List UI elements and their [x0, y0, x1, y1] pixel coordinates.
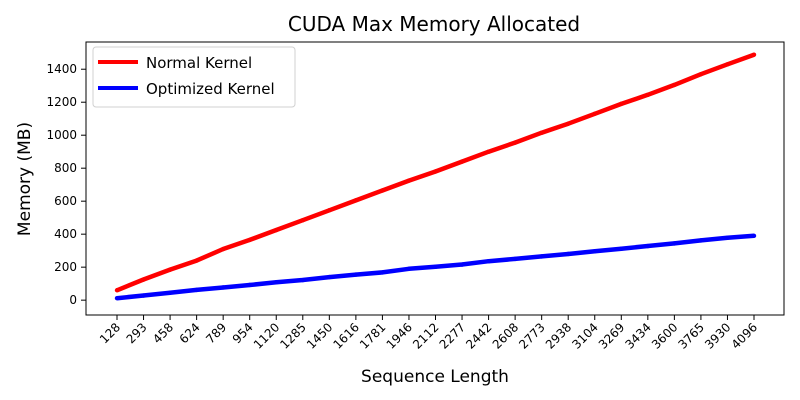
data-point-optimized-kernel — [274, 280, 279, 285]
data-point-normal-kernel — [645, 92, 651, 97]
data-point-normal-kernel — [433, 169, 438, 174]
data-point-normal-kernel — [300, 217, 305, 223]
legend-frame — [92, 46, 296, 108]
data-point-normal-kernel — [539, 130, 544, 135]
data-point-normal-kernel — [592, 111, 597, 116]
y-tick-label: 800 — [54, 161, 77, 175]
y-tick-label: 1400 — [46, 62, 77, 76]
data-point-optimized-kernel — [247, 282, 252, 288]
data-point-optimized-kernel — [698, 238, 704, 243]
data-point-optimized-kernel — [751, 233, 757, 239]
data-point-optimized-kernel — [141, 293, 146, 298]
legend-label-optimized-kernel: Optimized Kernel — [146, 80, 275, 98]
data-point-normal-kernel — [406, 178, 412, 183]
data-point-normal-kernel — [194, 258, 199, 263]
data-point-normal-kernel — [566, 121, 571, 126]
data-point-optimized-kernel — [433, 264, 438, 270]
data-point-optimized-kernel — [353, 272, 359, 277]
data-point-optimized-kernel — [486, 259, 491, 264]
chart-title: CUDA Max Memory Allocated — [288, 12, 580, 36]
data-point-normal-kernel — [327, 208, 332, 213]
data-point-normal-kernel — [114, 288, 120, 293]
data-point-optimized-kernel — [512, 256, 518, 262]
data-point-normal-kernel — [698, 71, 704, 77]
y-tick-label: 600 — [54, 194, 77, 208]
data-point-normal-kernel — [167, 267, 173, 272]
data-point-normal-kernel — [725, 62, 730, 67]
data-point-optimized-kernel — [592, 249, 597, 254]
data-point-optimized-kernel — [220, 285, 226, 290]
y-tick-label: 400 — [54, 227, 77, 241]
data-point-normal-kernel — [141, 277, 146, 282]
data-point-normal-kernel — [247, 237, 252, 243]
data-point-normal-kernel — [380, 188, 385, 193]
data-point-optimized-kernel — [406, 266, 412, 272]
data-point-optimized-kernel — [725, 235, 730, 241]
y-axis-title: Memory (MB) — [15, 122, 35, 236]
data-point-normal-kernel — [751, 52, 757, 57]
data-point-optimized-kernel — [672, 241, 677, 246]
data-point-optimized-kernel — [566, 251, 571, 257]
legend-label-normal-kernel: Normal Kernel — [146, 54, 252, 72]
y-tick-label: 0 — [69, 293, 77, 307]
data-point-normal-kernel — [672, 82, 677, 88]
data-point-normal-kernel — [486, 149, 491, 154]
plot-frame — [85, 41, 785, 316]
data-point-optimized-kernel — [539, 254, 544, 259]
data-point-normal-kernel — [619, 101, 624, 107]
legend: Normal Kernel Optimized Kernel — [92, 46, 296, 108]
data-point-optimized-kernel — [459, 262, 465, 267]
y-tick-label: 1200 — [46, 95, 77, 109]
data-point-normal-kernel — [512, 140, 518, 145]
y-tick-label: 200 — [54, 260, 77, 274]
data-point-normal-kernel — [353, 198, 359, 203]
y-tick-label: 1000 — [46, 128, 77, 142]
data-point-optimized-kernel — [167, 290, 173, 295]
data-point-optimized-kernel — [300, 277, 305, 283]
data-point-optimized-kernel — [645, 243, 651, 249]
data-point-optimized-kernel — [194, 287, 199, 293]
data-point-normal-kernel — [220, 246, 226, 252]
data-point-optimized-kernel — [380, 270, 385, 275]
x-axis-title: Sequence Length — [361, 367, 509, 387]
data-point-normal-kernel — [274, 227, 279, 233]
data-point-normal-kernel — [459, 159, 465, 164]
data-point-optimized-kernel — [619, 246, 624, 251]
data-point-optimized-kernel — [327, 274, 332, 280]
data-point-optimized-kernel — [114, 295, 120, 301]
